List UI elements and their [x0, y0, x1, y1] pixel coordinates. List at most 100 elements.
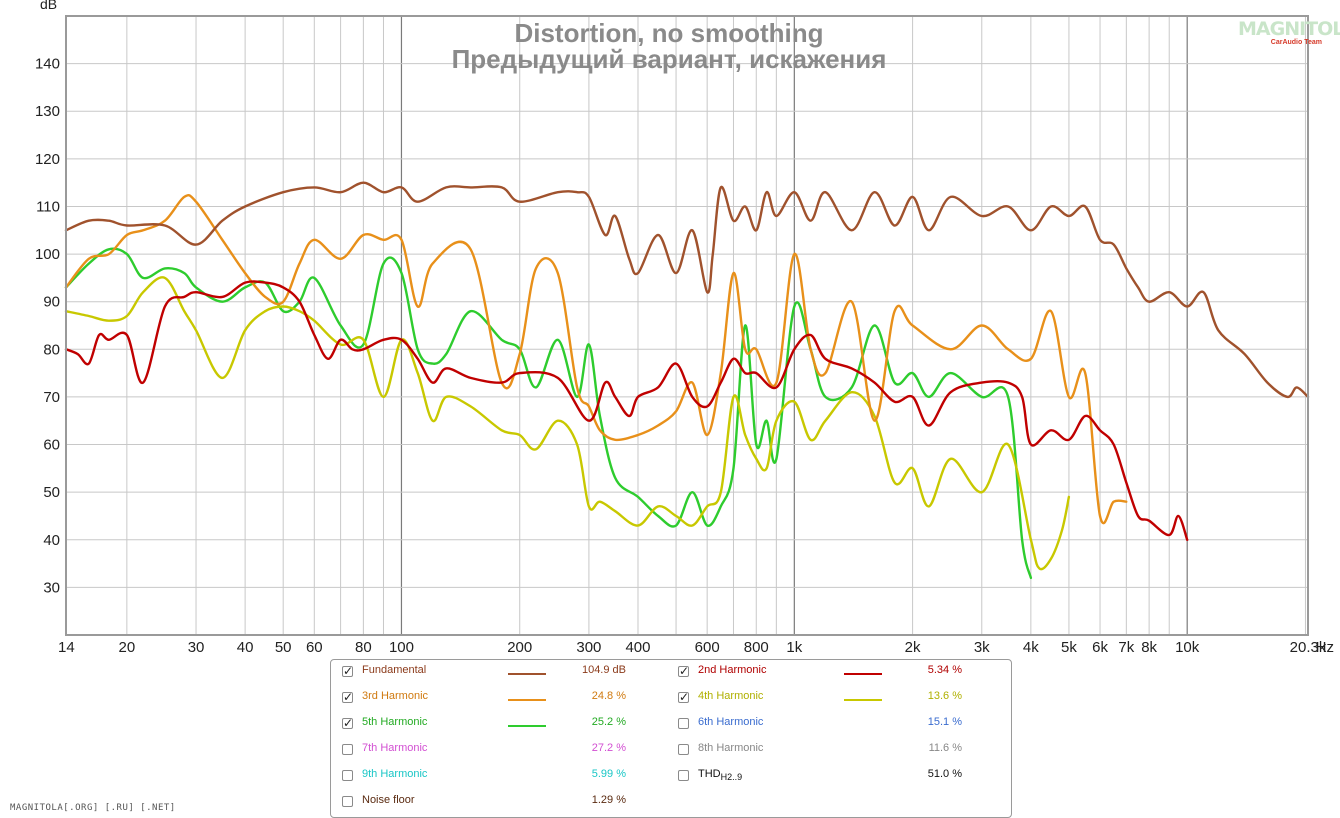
legend-label: 5th Harmonic [362, 716, 428, 728]
x-tick-label: 10k [1175, 639, 1200, 656]
x-tick-label: 20 [119, 639, 136, 656]
x-tick-label: 7k [1118, 639, 1134, 656]
legend-item-6th-harmonic: 6th Harmonic 15.1 % [678, 714, 998, 736]
y-tick-label: 110 [36, 198, 60, 215]
y-tick-label: 60 [43, 437, 60, 454]
legend-checkbox-thd[interactable] [678, 770, 689, 781]
chart-title: Distortion, no smoothing [514, 18, 823, 48]
distortion-chart: 30 40 50 60 70 80 90 100 110 120 130 140 14 20 30 40 50 6… [35, 0, 1334, 656]
y-tick-label: 80 [43, 341, 60, 358]
x-axis-unit: Hz [1316, 639, 1334, 656]
legend-checkbox-6th-harmonic[interactable] [678, 718, 689, 729]
x-tick-label: 3k [974, 639, 990, 656]
legend-value: 5.99 % [591, 768, 626, 780]
y-tick-label: 70 [43, 389, 60, 406]
legend-label: 4th Harmonic [698, 690, 764, 702]
x-tick-label: 4k [1023, 639, 1039, 656]
legend-label: 6th Harmonic [698, 716, 764, 728]
legend-label: 2nd Harmonic [698, 664, 767, 676]
legend-label: 8th Harmonic [698, 742, 764, 754]
series-layer [64, 181, 1310, 580]
y-tick-label: 50 [43, 484, 60, 501]
legend-value: 104.9 dB [581, 664, 626, 676]
legend-item-8th-harmonic: 8th Harmonic 11.6 % [678, 740, 998, 762]
legend-label: 7th Harmonic [362, 742, 428, 754]
series-line-3rd-harmonic [64, 193, 1128, 525]
legend-checkbox-4th-harmonic[interactable] [678, 690, 689, 704]
axes-layer: 30 40 50 60 70 80 90 100 110 120 130 140 14 20 30 40 50 6… [35, 56, 1327, 656]
legend-item-3rd-harmonic: 3rd Harmonic 24.8 % [342, 688, 662, 710]
y-tick-label: 30 [43, 579, 60, 596]
series-line-fundamental [64, 181, 1310, 399]
y-axis-unit: dB [40, 0, 57, 12]
x-tick-label: 200 [507, 639, 532, 656]
x-tick-label: 800 [744, 639, 769, 656]
x-tick-label: 2k [905, 639, 921, 656]
legend-item-9th-harmonic: 9th Harmonic 5.99 % [342, 766, 662, 788]
legend-checkbox-3rd-harmonic[interactable] [342, 690, 353, 704]
legend-value: 15.1 % [927, 716, 962, 728]
y-tick-label: 120 [35, 151, 60, 168]
legend-item-2nd-harmonic: 2nd Harmonic 5.34 % [678, 662, 998, 684]
legend-label: Fundamental [362, 664, 427, 676]
logo-brand: MAGNITOLA [1238, 18, 1340, 40]
legend-swatch [844, 699, 882, 701]
y-tick-label: 40 [43, 532, 60, 549]
legend-checkbox-9th-harmonic[interactable] [342, 770, 353, 781]
legend-label: 9th Harmonic [362, 768, 428, 780]
legend-swatch [508, 725, 546, 727]
legend-checkbox-fundamental[interactable] [342, 664, 353, 678]
legend-value: 25.2 % [591, 716, 626, 728]
x-tick-label: 1k [786, 639, 802, 656]
x-tick-label: 600 [695, 639, 720, 656]
x-tick-label: 80 [355, 639, 372, 656]
legend-label: 3rd Harmonic [362, 690, 429, 702]
legend-checkbox-7th-harmonic[interactable] [342, 744, 353, 755]
chart-legend: Fundamental 104.9 dB 2nd Harmonic 5.34 % 3rd… [330, 659, 1012, 818]
legend-checkbox-5th-harmonic[interactable] [342, 716, 353, 730]
x-tick-label: 8k [1141, 639, 1157, 656]
y-tick-label: 90 [43, 294, 60, 311]
legend-value: 24.8 % [591, 690, 626, 702]
legend-label: THDH2..9 [698, 768, 743, 783]
legend-checkbox-2nd-harmonic[interactable] [678, 664, 689, 678]
logo-subtitle: CarAudio Team [1270, 39, 1322, 46]
y-tick-label: 140 [35, 56, 60, 73]
y-tick-label: 130 [35, 103, 60, 120]
legend-label: Noise floor [362, 794, 415, 806]
legend-checkbox-8th-harmonic[interactable] [678, 744, 689, 755]
legend-checkbox-noise-floor[interactable] [342, 796, 353, 807]
series-line-2nd-harmonic [64, 280, 1189, 541]
site-watermark: MAGNITOLA[.ORG] [.RU] [.NET] [10, 803, 176, 813]
legend-value: 27.2 % [591, 742, 626, 754]
legend-value: 1.29 % [591, 794, 626, 806]
legend-item-5th-harmonic: 5th Harmonic 25.2 % [342, 714, 662, 736]
x-tick-label: 50 [275, 639, 292, 656]
x-tick-label: 6k [1092, 639, 1108, 656]
x-tick-label: 5k [1061, 639, 1077, 656]
legend-value: 13.6 % [927, 690, 962, 702]
x-tick-label: 14 [58, 639, 75, 656]
legend-value: 51.0 % [927, 768, 962, 780]
legend-item-thd: THDH2..9 51.0 % [678, 766, 998, 788]
magnitola-logo: MAGNITOLA CarAudio Team [1238, 18, 1340, 52]
legend-item-7th-harmonic: 7th Harmonic 27.2 % [342, 740, 662, 762]
series-line-5th-harmonic [64, 247, 1033, 580]
series-line-4th-harmonic [64, 276, 1071, 571]
plot-frame [65, 15, 1309, 636]
legend-value: 11.6 % [928, 742, 962, 754]
x-tick-label: 40 [237, 639, 254, 656]
x-tick-label: 60 [306, 639, 323, 656]
x-tick-label: 30 [188, 639, 205, 656]
x-tick-label: 20.3k [1290, 639, 1327, 656]
legend-item-noise-floor: Noise floor 1.29 % [342, 792, 662, 814]
legend-item-fundamental: Fundamental 104.9 dB [342, 662, 662, 684]
legend-swatch [844, 673, 882, 675]
x-tick-label: 100 [389, 639, 414, 656]
x-tick-label: 400 [625, 639, 650, 656]
x-tick-label: 300 [576, 639, 601, 656]
legend-label-subscript: H2..9 [720, 772, 743, 783]
legend-swatch [508, 673, 546, 675]
grid-lines [66, 16, 1308, 635]
legend-item-4th-harmonic: 4th Harmonic 13.6 % [678, 688, 998, 710]
